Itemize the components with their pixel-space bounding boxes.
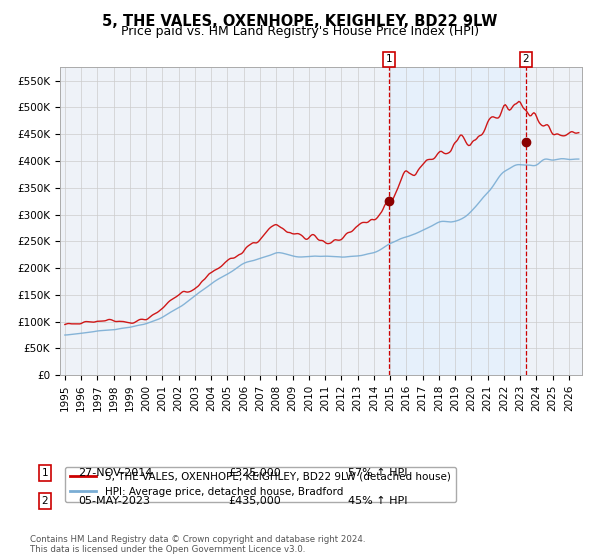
Bar	[389, 67, 526, 375]
Text: 5, THE VALES, OXENHOPE, KEIGHLEY, BD22 9LW: 5, THE VALES, OXENHOPE, KEIGHLEY, BD22 9…	[103, 14, 497, 29]
Text: 2: 2	[41, 496, 49, 506]
Text: £435,000: £435,000	[228, 496, 281, 506]
Text: 2: 2	[523, 54, 529, 64]
Text: £325,000: £325,000	[228, 468, 281, 478]
Text: 45% ↑ HPI: 45% ↑ HPI	[348, 496, 407, 506]
Text: 1: 1	[41, 468, 49, 478]
Text: Contains HM Land Registry data © Crown copyright and database right 2024.
This d: Contains HM Land Registry data © Crown c…	[30, 535, 365, 554]
Legend: 5, THE VALES, OXENHOPE, KEIGHLEY, BD22 9LW (detached house), HPI: Average price,: 5, THE VALES, OXENHOPE, KEIGHLEY, BD22 9…	[65, 466, 456, 502]
Text: Price paid vs. HM Land Registry's House Price Index (HPI): Price paid vs. HM Land Registry's House …	[121, 25, 479, 38]
Text: 05-MAY-2023: 05-MAY-2023	[78, 496, 150, 506]
Text: 57% ↑ HPI: 57% ↑ HPI	[348, 468, 407, 478]
Text: 1: 1	[385, 54, 392, 64]
Text: 27-NOV-2014: 27-NOV-2014	[78, 468, 152, 478]
